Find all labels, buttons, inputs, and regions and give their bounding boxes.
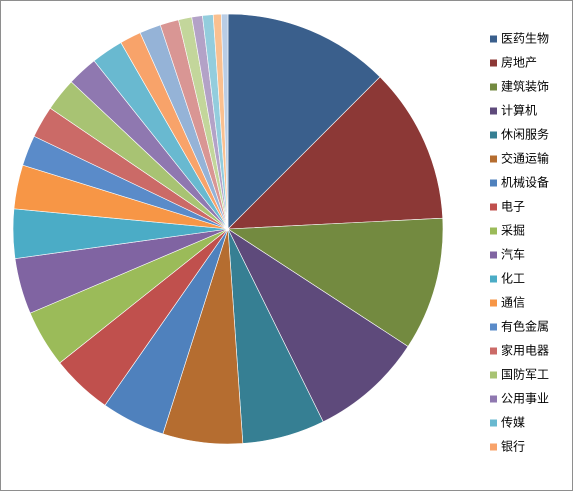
legend-label: 电子 [501,200,525,214]
legend-label: 通信 [501,296,525,310]
pie-slice [227,13,381,230]
legend-swatch [490,347,497,355]
legend-label: 公用事业 [501,392,549,406]
legend-label: 有色金属 [501,319,549,334]
legend-label: 化工 [501,272,525,286]
pie-slice [227,217,444,347]
legend-label: 家用电器 [501,343,549,358]
legend-swatch [490,395,497,403]
legend-swatch [490,59,497,67]
legend-label: 交通运输 [501,151,549,166]
legend-label: 传媒 [501,415,525,430]
legend-label: 建筑装饰 [501,79,549,94]
legend-swatch [490,275,497,283]
pie-slice [220,13,229,230]
legend-swatch [490,227,497,235]
pie-slice [227,76,444,230]
legend-swatch [490,419,497,427]
legend-label: 采掘 [501,223,525,238]
legend-label: 医药生物 [501,32,549,46]
legend-swatch [490,107,497,115]
pie-slice [227,228,409,423]
legend-label: 房地产 [501,55,537,70]
legend-label: 机械设备 [501,175,549,190]
legend-swatch [490,443,497,451]
legend-label: 休闲服务 [501,127,549,142]
legend-swatch [490,323,497,331]
legend-swatch [490,299,497,307]
legend-label: 计算机 [501,103,537,118]
legend-label: 银行 [501,440,525,454]
legend-swatch [490,131,497,139]
legend-swatch [490,251,497,259]
legend-swatch [490,83,497,91]
legend-label: 汽车 [501,247,525,262]
legend-swatch [490,35,497,43]
legend-swatch [490,371,497,379]
legend-swatch [490,155,497,163]
legend-swatch [490,203,497,211]
legend-label: 国防军工 [501,367,549,382]
legend-swatch [490,179,497,187]
